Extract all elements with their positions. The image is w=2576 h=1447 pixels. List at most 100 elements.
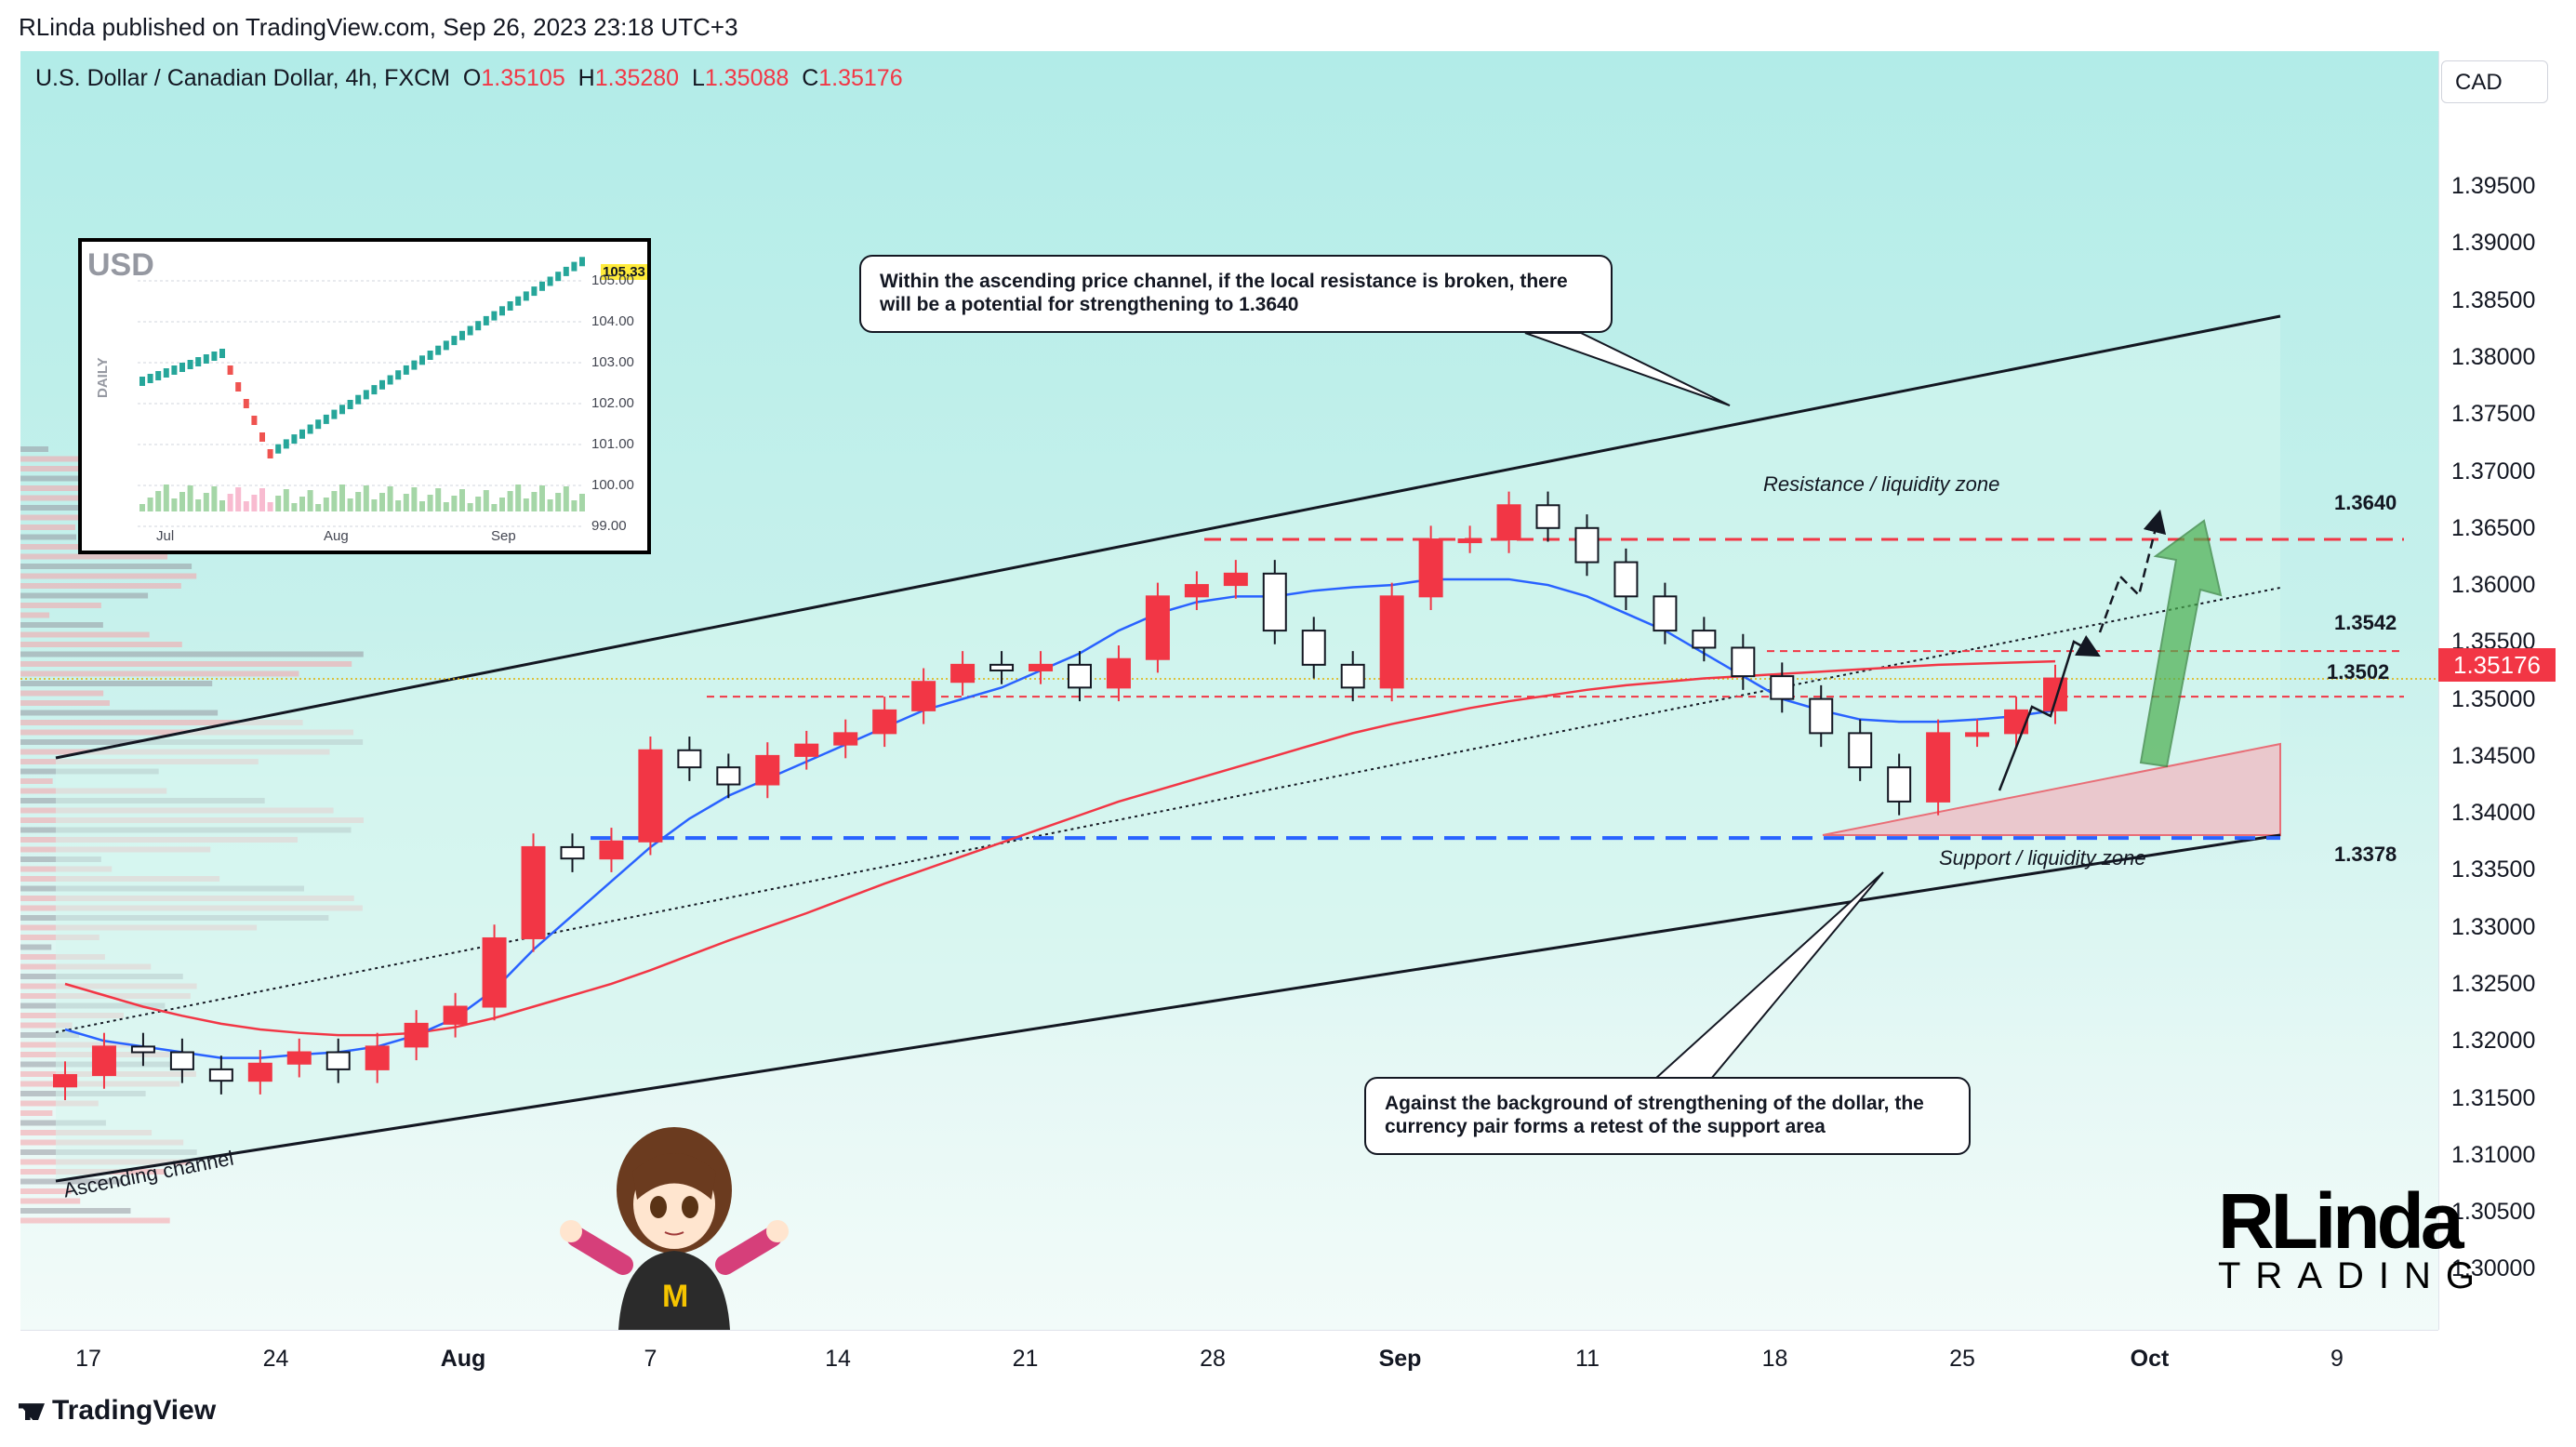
- price-axis[interactable]: [2438, 51, 2556, 1330]
- candle-body: [2043, 677, 2067, 711]
- inset-candle: [515, 296, 522, 306]
- level-1-3640: 1.3640: [2334, 491, 2397, 514]
- inset-candle: [163, 368, 169, 378]
- inset-volume-bar: [491, 504, 498, 511]
- channel-lower-line: [55, 833, 2281, 1183]
- inset-candle: [451, 336, 458, 346]
- inset-candle: [283, 439, 289, 449]
- inset-volume-bar: [203, 493, 209, 511]
- price-tick: 1.31500: [2451, 1084, 2536, 1111]
- price-tick: 1.33000: [2451, 913, 2536, 940]
- candle-body: [1574, 526, 1600, 564]
- candles: [53, 491, 2067, 1100]
- logo-line-2: TRADING: [2218, 1255, 2490, 1296]
- tradingview-footer[interactable]: TradingView: [19, 1395, 216, 1427]
- low-value: 1.35088: [704, 65, 790, 91]
- inset-candle: [267, 449, 273, 458]
- inset-volume-bar: [347, 498, 353, 511]
- candle-body: [443, 1005, 468, 1025]
- level-1-3542: 1.3542: [2334, 611, 2397, 634]
- logo-line-1: RLinda: [2218, 1177, 2464, 1265]
- inset-candle: [291, 434, 298, 445]
- inset-candle: [387, 375, 393, 385]
- inset-candle: [547, 276, 553, 286]
- inset-volume-bar: [331, 491, 338, 511]
- candle-body: [599, 840, 624, 860]
- inset-title: USD: [87, 247, 154, 283]
- inset-candle: [483, 315, 489, 325]
- inset-candle: [243, 399, 249, 408]
- channel-lines: [20, 314, 2438, 1183]
- inset-candle: [523, 291, 529, 301]
- volume-profile-bar: [20, 1208, 131, 1214]
- inset-volume-bar: [539, 485, 545, 511]
- rlinda-logo: RLinda TRADING: [2218, 1176, 2490, 1297]
- time-tick: 25: [1949, 1346, 1975, 1372]
- candle-body: [247, 1062, 272, 1082]
- volume-profile-bar: [20, 456, 102, 462]
- volume-profile-bar: [20, 720, 303, 725]
- symbol-legend: U.S. Dollar / Canadian Dollar, 4h, FXCM …: [35, 65, 903, 92]
- time-tick: 7: [644, 1346, 657, 1372]
- inset-candle: [275, 444, 282, 454]
- candle-body: [911, 681, 936, 711]
- inset-side-label: DAILY: [95, 357, 111, 398]
- volume-profile-bar: [20, 631, 150, 638]
- volume-profile-bar: [20, 524, 75, 530]
- inset-volume-bar: [211, 486, 218, 511]
- inset-volume-bar: [579, 494, 585, 511]
- inset-candle: [491, 311, 498, 321]
- candle-body: [677, 749, 702, 769]
- inset-x-tick: Aug: [324, 528, 349, 544]
- inset-candle: [427, 351, 433, 360]
- price-tick: 1.32000: [2451, 1028, 2536, 1055]
- inset-volume-bar: [171, 498, 178, 511]
- candle-body: [950, 663, 976, 684]
- channel-upper-line: [55, 314, 2281, 760]
- inset-y-tick: 100.00: [591, 477, 634, 493]
- inset-y-tick: 105.00: [591, 272, 634, 288]
- candle-body: [1535, 504, 1560, 529]
- inset-candle: [323, 414, 329, 424]
- volume-profile-bar: [20, 690, 104, 697]
- inset-y-tick: 104.00: [591, 313, 634, 329]
- close-label: C: [802, 65, 819, 91]
- candle-body: [404, 1022, 429, 1048]
- inset-volume-bar: [499, 498, 505, 511]
- inset-y-tick: 103.00: [591, 354, 634, 370]
- inset-candle: [307, 424, 313, 434]
- publisher-line: RLinda published on TradingView.com, Sep…: [19, 13, 738, 41]
- channel-mid-line: [55, 587, 2281, 1033]
- candle-body: [1418, 538, 1443, 598]
- volume-profile-bar: [20, 1188, 72, 1194]
- inset-volume-bar: [475, 497, 482, 511]
- candle-body: [755, 754, 780, 786]
- inset-candle: [355, 394, 362, 405]
- inset-volume-bar: [315, 504, 322, 511]
- candle-body: [53, 1074, 77, 1088]
- inset-candle: [555, 272, 562, 282]
- candle-body: [1653, 595, 1678, 632]
- callout-top-pointer: [1524, 332, 1731, 406]
- projected-path-solid: [1998, 635, 2101, 791]
- inset-candle: [259, 432, 265, 442]
- volume-profile-bar: [20, 446, 48, 452]
- inset-candle: [227, 365, 233, 375]
- candle-body: [794, 743, 819, 757]
- inset-volume-bar: [339, 485, 345, 511]
- green-target-arrow: [2139, 519, 2223, 768]
- time-axis[interactable]: [20, 1330, 2438, 1377]
- time-tick: 11: [1575, 1346, 1600, 1372]
- price-tick: 1.36500: [2451, 514, 2536, 541]
- time-tick: 18: [1761, 1346, 1788, 1372]
- candle-body: [1223, 572, 1248, 587]
- volume-profile-bar: [20, 1178, 124, 1185]
- inset-candle: [371, 385, 378, 395]
- inset-volume-bar: [155, 491, 162, 511]
- currency-button[interactable]: CAD: [2441, 60, 2548, 103]
- volume-profile-bar: [20, 661, 352, 667]
- inset-candle: [459, 330, 465, 340]
- close-value: 1.35176: [818, 65, 903, 91]
- inset-candle: [315, 419, 322, 430]
